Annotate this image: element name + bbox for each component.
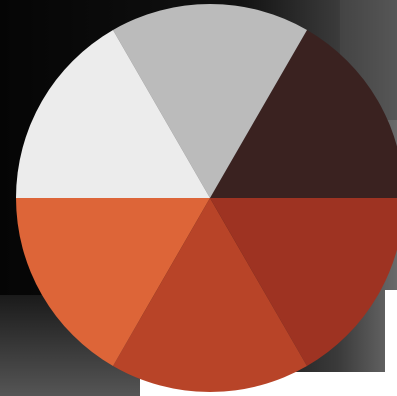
color-swatch[interactable] [16,29,210,198]
color-swatch[interactable] [16,198,210,367]
color-swatch[interactable] [210,198,397,367]
color-swatch[interactable] [113,3,307,198]
color-swatch[interactable] [210,29,397,198]
color-wheel [16,3,397,393]
white-panel [385,290,397,396]
color-swatch[interactable] [113,198,307,393]
